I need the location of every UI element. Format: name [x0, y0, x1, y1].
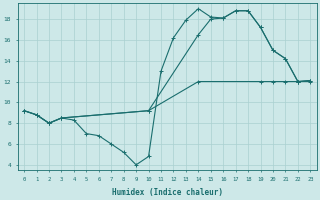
X-axis label: Humidex (Indice chaleur): Humidex (Indice chaleur)	[112, 188, 223, 197]
